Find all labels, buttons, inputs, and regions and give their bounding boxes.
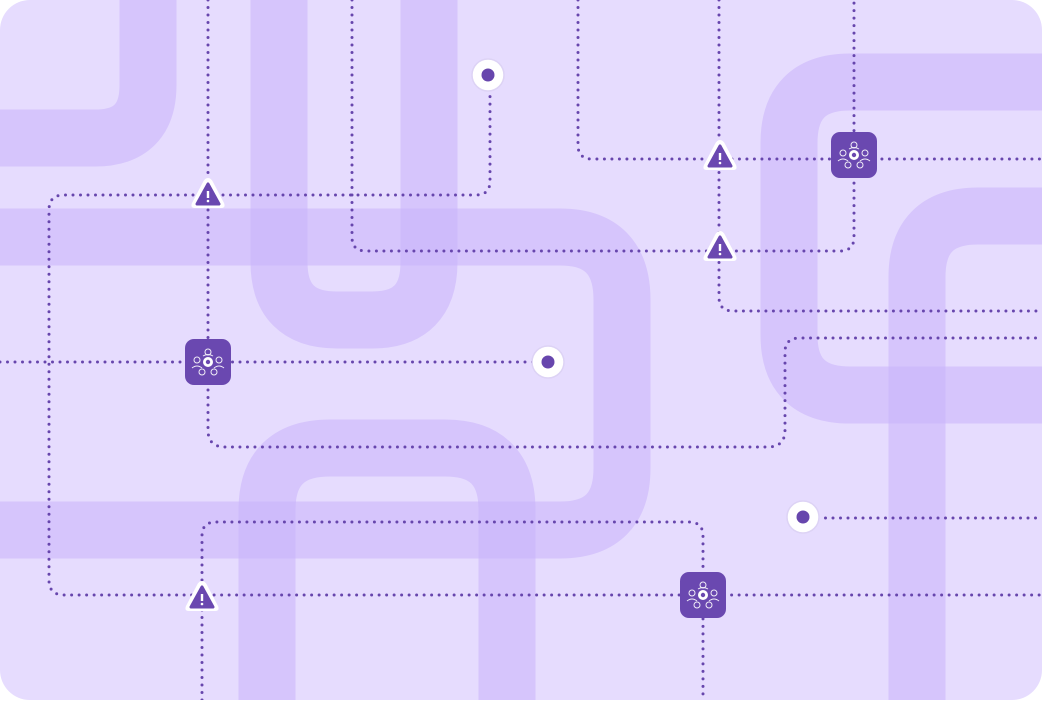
hub-node	[184, 338, 232, 386]
endpoint	[531, 345, 565, 379]
hub-node	[830, 131, 878, 179]
endpoint	[786, 500, 820, 534]
hub-node	[679, 571, 727, 619]
endpoint	[471, 58, 505, 92]
